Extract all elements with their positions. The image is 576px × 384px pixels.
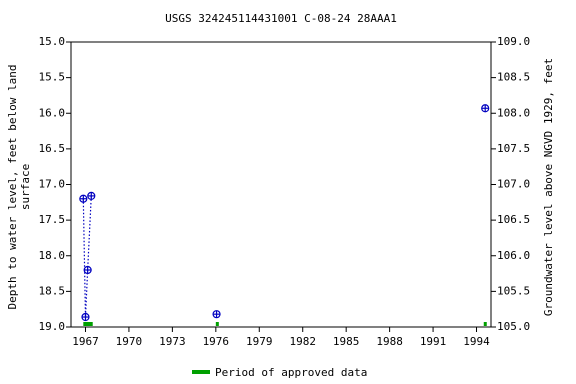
plot-frame xyxy=(70,41,492,328)
chart-title: USGS 324245114431001 C-08-24 28AAA1 xyxy=(165,12,397,25)
y2-tick-label: 106.5 xyxy=(497,213,530,226)
y-axis-label: surface xyxy=(19,164,32,210)
y-tick-label: 16.5 xyxy=(39,142,66,155)
data-point xyxy=(83,265,92,275)
y2-tick-label: 105.0 xyxy=(497,320,530,333)
x-tick-label: 1979 xyxy=(246,335,273,348)
x-tick-label: 1967 xyxy=(72,335,99,348)
y-tick-label: 17.5 xyxy=(39,213,66,226)
y2-tick-label: 105.5 xyxy=(497,284,530,297)
approved-period xyxy=(83,322,93,326)
y-tick-label: 18.0 xyxy=(39,249,66,262)
y-tick-label: 16.0 xyxy=(39,106,66,119)
y2-tick-label: 108.0 xyxy=(497,106,530,119)
data-point xyxy=(212,310,221,319)
y-tick-label: 18.5 xyxy=(39,284,66,297)
y2-tick-label: 107.0 xyxy=(497,178,530,191)
x-tick-label: 1988 xyxy=(376,335,403,348)
data-point xyxy=(87,191,96,200)
data-point xyxy=(81,312,90,322)
y2-axis-label: Groundwater level above NGVD 1929, feet xyxy=(542,58,555,316)
y2-tick-label: 107.5 xyxy=(497,142,530,155)
x-tick-label: 1970 xyxy=(116,335,143,348)
data-line xyxy=(82,195,92,318)
approved-period xyxy=(483,322,487,326)
approved-period xyxy=(215,322,219,326)
x-tick-label: 1994 xyxy=(463,335,490,348)
y2-tick-label: 108.5 xyxy=(497,71,530,84)
x-tick-label: 1973 xyxy=(159,335,186,348)
y-tick-label: 19.0 xyxy=(39,320,66,333)
y2-tick-label: 109.0 xyxy=(497,35,530,48)
x-tick-label: 1976 xyxy=(203,335,230,348)
y-axis-label: Depth to water level, feet below land xyxy=(6,64,19,309)
x-tick-label: 1985 xyxy=(333,335,360,348)
data-point xyxy=(481,104,490,113)
y2-tick-label: 106.0 xyxy=(497,249,530,262)
data-point xyxy=(79,194,88,203)
legend-label: Period of approved data xyxy=(215,366,367,379)
x-tick-label: 1991 xyxy=(420,335,447,348)
y-tick-label: 17.0 xyxy=(39,178,66,191)
y-tick-label: 15.5 xyxy=(39,71,66,84)
x-tick-label: 1982 xyxy=(289,335,316,348)
y-tick-label: 15.0 xyxy=(39,35,66,48)
